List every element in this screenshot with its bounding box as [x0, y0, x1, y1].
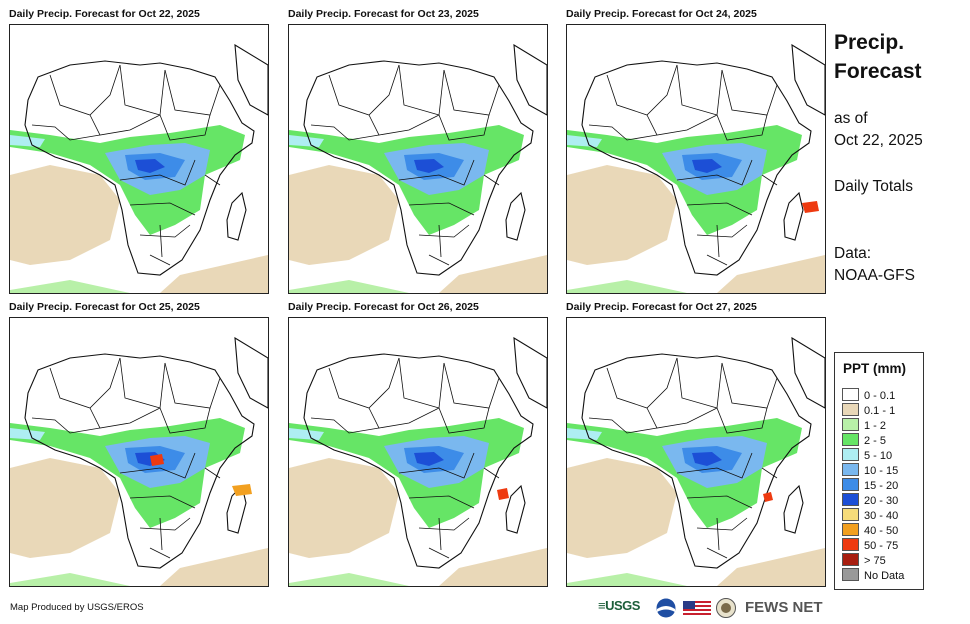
panel-title: Daily Precip. Forecast for Oct 26, 2025 — [288, 301, 479, 313]
africa-map-graphic — [567, 337, 825, 586]
legend-item: 2 - 5 — [842, 433, 886, 447]
legend-item: 15 - 20 — [842, 478, 898, 492]
africa-map-graphic — [10, 44, 268, 293]
as-of-date: Oct 22, 2025 — [834, 132, 923, 149]
legend-swatch — [842, 448, 859, 461]
precip-map — [566, 317, 826, 587]
legend-swatch — [842, 433, 859, 446]
legend-item: > 75 — [842, 553, 886, 567]
africa-map-graphic — [10, 337, 268, 586]
heavy-rain-marker — [232, 484, 252, 496]
fews-net-logo: FEWS NET — [745, 599, 823, 616]
us-flag-icon — [683, 601, 711, 616]
data-label: Data: — [834, 245, 872, 262]
legend: PPT (mm) 0 - 0.1 0.1 - 1 1 - 2 2 - 5 5 -… — [834, 352, 924, 590]
legend-swatch — [842, 388, 859, 401]
state-department-seal-icon — [716, 598, 736, 618]
legend-item: 0 - 0.1 — [842, 388, 895, 402]
precip-map — [9, 24, 269, 294]
legend-swatch — [842, 493, 859, 506]
noaa-logo-icon — [656, 598, 676, 618]
legend-item: 1 - 2 — [842, 418, 886, 432]
data-source: NOAA-GFS — [834, 267, 915, 284]
legend-item: 50 - 75 — [842, 538, 898, 552]
legend-swatch — [842, 523, 859, 536]
heavy-rain-marker — [763, 492, 773, 502]
panel-title: Daily Precip. Forecast for Oct 22, 2025 — [9, 8, 200, 20]
legend-swatch — [842, 478, 859, 491]
precip-map — [9, 317, 269, 587]
precip-map — [566, 24, 826, 294]
legend-item: 0.1 - 1 — [842, 403, 895, 417]
map-credit: Map Produced by USGS/EROS — [10, 602, 144, 613]
totals-label: Daily Totals — [834, 178, 913, 195]
africa-map-graphic — [567, 44, 825, 293]
precip-map — [288, 317, 548, 587]
legend-swatch — [842, 508, 859, 521]
legend-item: 10 - 15 — [842, 463, 898, 477]
africa-map-graphic — [289, 44, 547, 293]
legend-swatch — [842, 418, 859, 431]
legend-swatch — [842, 403, 859, 416]
panel-title: Daily Precip. Forecast for Oct 23, 2025 — [288, 8, 479, 20]
precip-map — [288, 24, 548, 294]
legend-item: 5 - 10 — [842, 448, 892, 462]
legend-item: 30 - 40 — [842, 508, 898, 522]
legend-item: 20 - 30 — [842, 493, 898, 507]
legend-swatch — [842, 463, 859, 476]
heavy-rain-marker — [802, 201, 819, 213]
legend-swatch — [842, 538, 859, 551]
usgs-logo: ≡USGS — [598, 598, 640, 613]
heavy-rain-marker — [150, 454, 164, 466]
legend-item: 40 - 50 — [842, 523, 898, 537]
side-title: Precip. Forecast — [834, 31, 922, 83]
legend-swatch — [842, 553, 859, 566]
panel-title: Daily Precip. Forecast for Oct 27, 2025 — [566, 301, 757, 313]
legend-swatch — [842, 568, 859, 581]
panel-title: Daily Precip. Forecast for Oct 24, 2025 — [566, 8, 757, 20]
panel-title: Daily Precip. Forecast for Oct 25, 2025 — [9, 301, 200, 313]
legend-item: No Data — [842, 568, 904, 582]
africa-map-graphic — [289, 337, 547, 586]
legend-title: PPT (mm) — [843, 361, 907, 376]
as-of-label: as of — [834, 110, 868, 127]
heavy-rain-marker — [497, 488, 509, 500]
